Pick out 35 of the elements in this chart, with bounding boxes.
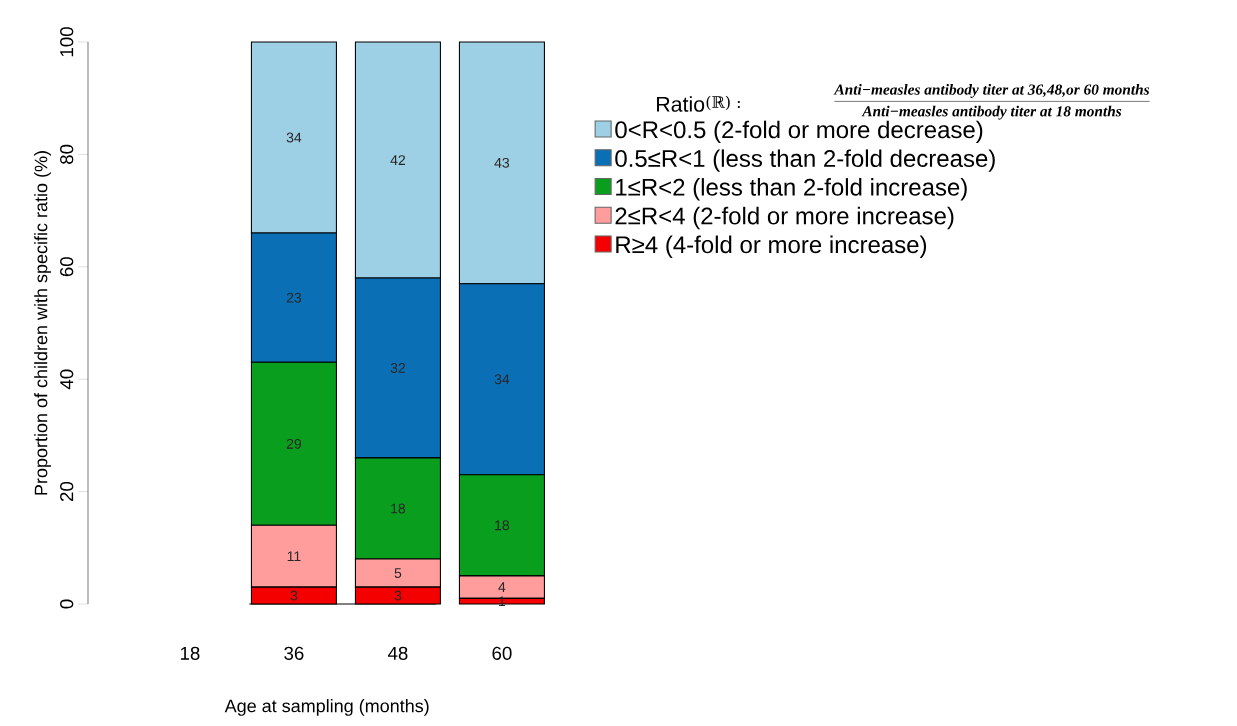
data-label: 42: [390, 155, 405, 165]
data-label: 43: [494, 157, 510, 168]
data-label: 5: [394, 568, 402, 578]
legend-label: 2≤R<4 (2-fold or more increase): [615, 206, 954, 230]
data-label: 4: [498, 582, 506, 592]
x-tick-label: 60: [492, 646, 512, 660]
y-tick-label: 0: [60, 599, 74, 609]
text: Anti−measles antibody titer at 36,48,or 60 months: [833, 83, 1150, 98]
text: Anti−measles antibody titer at 18 months: [861, 105, 1122, 120]
data-label: 32: [390, 363, 405, 373]
legend-label: R≥4 (4-fold or more increase): [616, 235, 927, 258]
x-axis-title: Age at sampling (months): [224, 699, 429, 716]
data-label: 34: [494, 374, 510, 385]
y-tick-label: 60: [60, 257, 74, 277]
y-tick-label: 80: [60, 144, 74, 164]
data-label: 18: [495, 520, 510, 531]
legend-title: Ratio: [657, 96, 705, 112]
x-tick-label: 48: [387, 646, 408, 660]
data-label: 3: [290, 590, 298, 601]
text: (ℝ) :: [706, 95, 740, 111]
data-label: 23: [286, 292, 302, 303]
y-tick-label: 100: [60, 27, 74, 57]
legend-label: 0.5≤R<1 (less than 2-fold decrease): [615, 149, 995, 172]
data-label: 34: [286, 132, 302, 143]
x-tick-label: 18: [180, 646, 200, 660]
y-tick-label: 20: [60, 481, 74, 502]
y-axis-title: Proportion of children with specific ratio (%): [34, 151, 51, 495]
data-label: 18: [391, 503, 406, 514]
legend-label: 0<R<0.5 (2-fold or more decrease): [615, 120, 983, 144]
data-label: 29: [286, 438, 302, 449]
x-tick-label: 36: [284, 646, 304, 660]
legend-label: 1≤R<2 (less than 2-fold increase): [616, 178, 967, 201]
data-label: 3: [394, 590, 402, 601]
y-tick-label: 40: [60, 369, 74, 390]
data-label: 11: [287, 551, 301, 562]
